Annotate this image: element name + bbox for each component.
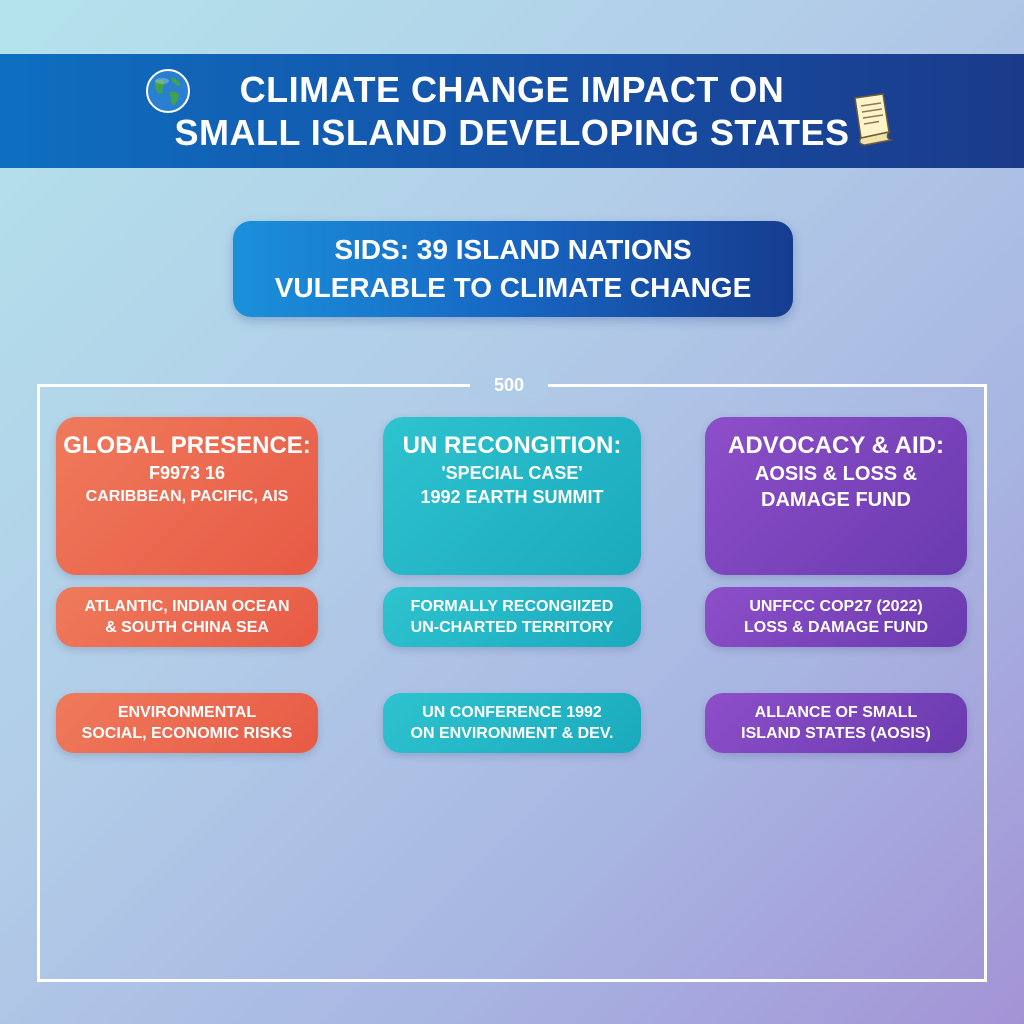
card-line-2: CARIBBEAN, PACIFIC, AIS [85, 488, 289, 505]
card-line-1: AOSIS & LOSS & [754, 463, 918, 485]
pill-line-2: ON ENVIRONMENT & DEV. [410, 725, 614, 742]
pill-line-2: & SOUTH CHINA SEA [105, 619, 269, 636]
frame-label: 500 [470, 372, 548, 398]
document-icon [854, 93, 894, 146]
card-advocacy-aid: ADVOCACY & AID: AOSIS & LOSS & DAMAGE FU… [705, 417, 967, 575]
pill-line-1: FORMALLY RECONGIIZED [410, 598, 614, 615]
pill-line-1: ENVIRONMENTAL [117, 704, 257, 721]
pill-cop27: UNFFCC COP27 (2022) LOSS & DAMAGE FUND [705, 587, 967, 647]
page-title: CLIMATE CHANGE IMPACT ON SMALL ISLAND DE… [174, 68, 849, 154]
pill-line-1: UNFFCC COP27 (2022) [749, 598, 923, 615]
subtitle-line-2: VULERABLE TO CLIMATE CHANGE [274, 272, 752, 303]
pill-line-1: ATLANTIC, INDIAN OCEAN [84, 598, 290, 615]
card-un-recognition: UN RECONGITION: 'SPECIAL CASE' 1992 EART… [383, 417, 641, 575]
subtitle-line-1: SIDS: 39 ISLAND NATIONS [334, 234, 692, 265]
pill-line-1: ALLANCE OF SMALL [754, 704, 918, 721]
pill-un-conference: UN CONFERENCE 1992 ON ENVIRONMENT & DEV. [383, 693, 641, 753]
globe-icon [146, 69, 190, 113]
card-title: ADVOCACY & AID: [727, 432, 944, 459]
pill-line-2: LOSS & DAMAGE FUND [744, 619, 928, 636]
pill-aosis: ALLANCE OF SMALL ISLAND STATES (AOSIS) [705, 693, 967, 753]
card-global-presence: GLOBAL PRESENCE: F9973 16 CARIBBEAN, PAC… [56, 417, 318, 575]
pill-line-2: SOCIAL, ECONOMIC RISKS [81, 725, 293, 742]
pill-line-2: ISLAND STATES (AOSIS) [741, 725, 931, 742]
pill-line-2: UN-CHARTED TERRITORY [410, 619, 614, 636]
card-title: GLOBAL PRESENCE: [63, 432, 311, 459]
title-line-2: SMALL ISLAND DEVELOPING STATES [174, 112, 850, 153]
subtitle-box: SIDS: 39 ISLAND NATIONS VULERABLE TO CLI… [233, 221, 793, 317]
pill-risks: ENVIRONMENTAL SOCIAL, ECONOMIC RISKS [56, 693, 318, 753]
card-line-1: 'SPECIAL CASE' [441, 463, 583, 483]
card-line-1: F9973 16 [148, 463, 226, 483]
card-title: UN RECONGITION: [402, 432, 622, 459]
card-line-2: DAMAGE FUND [761, 489, 911, 511]
title-line-1: CLIMATE CHANGE IMPACT ON [239, 69, 785, 110]
pill-line-1: UN CONFERENCE 1992 [422, 704, 602, 721]
pill-oceans: ATLANTIC, INDIAN OCEAN & SOUTH CHINA SEA [56, 587, 318, 647]
card-line-2: 1992 EARTH SUMMIT [420, 487, 604, 507]
pill-formal-recognition: FORMALLY RECONGIIZED UN-CHARTED TERRITOR… [383, 587, 641, 647]
